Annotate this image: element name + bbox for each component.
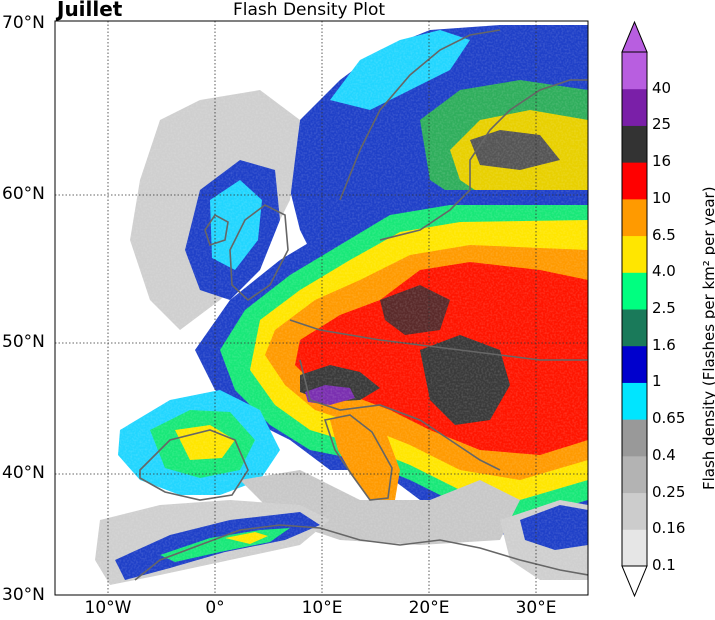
colorbar-tick-label: 10: [652, 188, 672, 207]
colorbar-bin: [622, 529, 647, 567]
colorbar-tick-label: 25: [652, 115, 672, 134]
lat-label-60: 60°N: [2, 184, 45, 204]
colorbar-tick-label: 0.4: [652, 445, 676, 464]
lon-label-10w: 10°W: [84, 598, 132, 618]
colorbar: [621, 20, 648, 598]
colorbar-bin: [622, 309, 647, 347]
graticule: [55, 21, 588, 595]
colorbar-frame: [621, 51, 648, 567]
coastlines: [134, 29, 588, 581]
colorbar-bin: [622, 345, 647, 383]
colorbar-tick-label: 1: [652, 372, 662, 391]
colorbar-tick-label: 0.25: [652, 482, 686, 501]
colorbar-bin: [622, 162, 647, 200]
lon-label-0: 0°: [205, 598, 225, 618]
colorbar-bin: [622, 492, 647, 530]
colorbar-tick-label: 0.65: [652, 409, 686, 428]
colorbar-bin: [622, 198, 647, 237]
colorbar-tick-label: 0.1: [652, 556, 676, 574]
colorbar-bin: [622, 88, 647, 126]
colorbar-bin: [622, 272, 647, 310]
lat-label-70: 70°N: [2, 13, 45, 33]
colorbar-tick-label: 6.5: [652, 225, 676, 244]
lat-label-40: 40°N: [2, 463, 45, 483]
month-label: Juillet: [57, 0, 123, 21]
colorbar-tick-label: 2.5: [652, 299, 676, 317]
colorbar-tick-label: 40: [652, 78, 672, 97]
colorbar-extend-min: [621, 565, 648, 598]
plot-title: Flash Density Plot: [233, 0, 386, 20]
colorbar-title: Flash density (Flashes per km² per year): [700, 186, 715, 490]
lon-label-10e: 10°E: [301, 598, 343, 618]
colorbar-bin: [622, 235, 647, 273]
lat-label-30: 30°N: [2, 585, 45, 605]
lon-label-20e: 20°E: [408, 598, 450, 618]
colorbar-bin: [622, 125, 647, 163]
colorbar-bin: [622, 455, 647, 494]
colorbar-bin: [622, 52, 647, 90]
colorbar-tick-label: 4.0: [652, 262, 676, 281]
lon-label-30e: 30°E: [515, 598, 557, 618]
colorbar-tick-label: 16: [652, 152, 672, 171]
colorbar-bin: [622, 419, 647, 457]
colorbar-bin: [622, 382, 647, 420]
colorbar-tick-label: 1.6: [652, 335, 676, 354]
plot-frame: [54, 20, 589, 596]
colorbar-extend-max: [621, 20, 648, 53]
lat-label-50: 50°N: [2, 332, 45, 352]
colorbar-tick-label: 0.16: [652, 519, 686, 538]
